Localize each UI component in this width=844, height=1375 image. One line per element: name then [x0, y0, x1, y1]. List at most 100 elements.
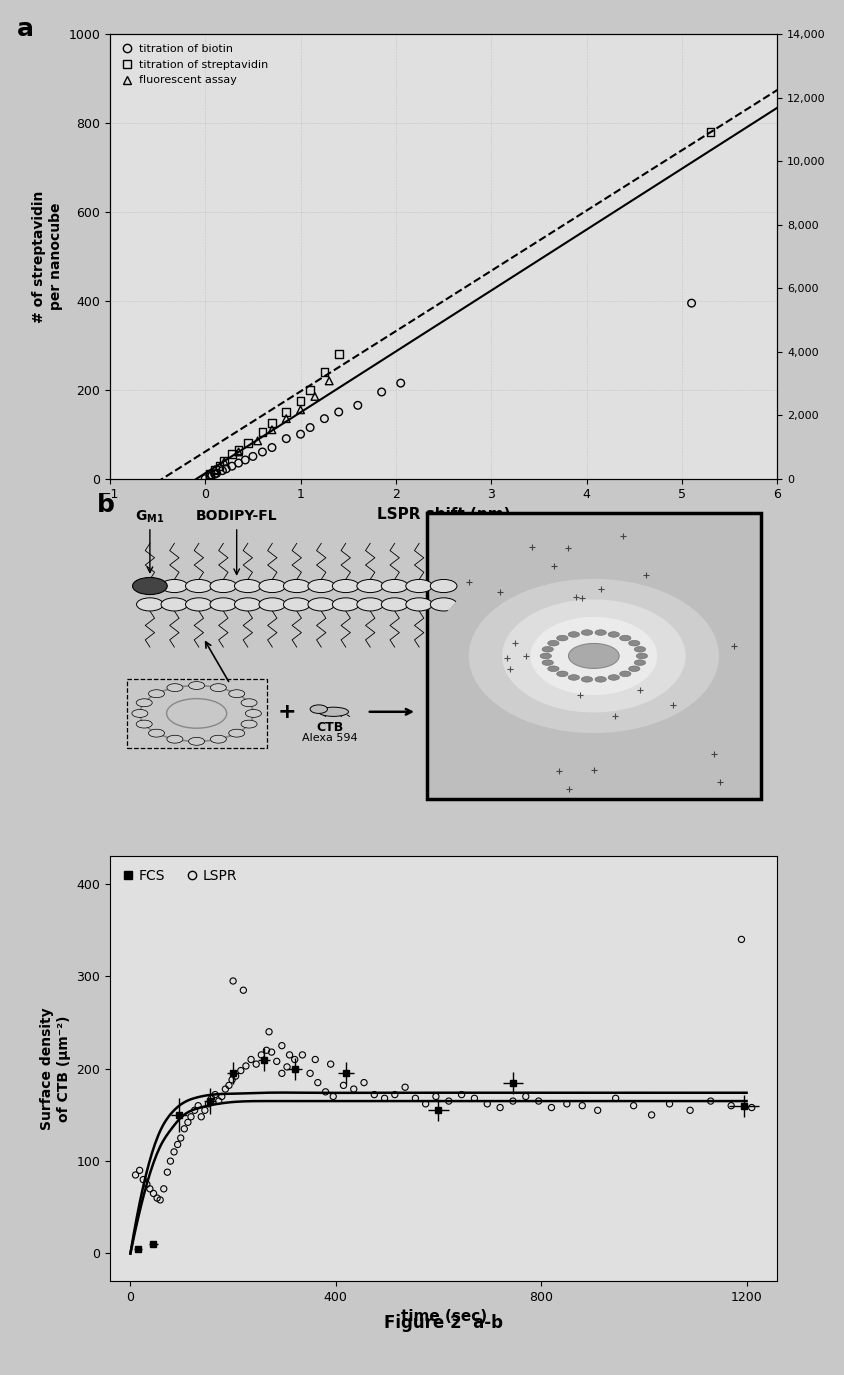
Circle shape: [539, 653, 551, 659]
Point: [213, 455, 226, 477]
Point: [609, 1088, 622, 1110]
Point: [154, 1189, 167, 1211]
Circle shape: [567, 631, 579, 637]
Point: [441, 1090, 455, 1112]
Circle shape: [132, 710, 148, 718]
Point: [723, 1094, 737, 1116]
Point: [308, 1049, 322, 1071]
Circle shape: [332, 579, 359, 593]
Point: [150, 1187, 164, 1209]
Circle shape: [149, 690, 165, 697]
Circle shape: [547, 666, 559, 671]
Circle shape: [556, 671, 567, 676]
Text: b: b: [96, 494, 114, 517]
Point: [531, 1090, 544, 1112]
Point: [251, 430, 264, 452]
Point: [137, 1169, 150, 1191]
Point: [393, 373, 407, 395]
Point: [164, 1150, 177, 1172]
Point: [194, 1106, 208, 1127]
Point: [246, 446, 259, 468]
Circle shape: [619, 671, 630, 676]
Circle shape: [567, 675, 579, 681]
Text: a: a: [16, 16, 34, 41]
Circle shape: [186, 598, 212, 610]
Point: [303, 417, 316, 439]
Point: [326, 1085, 339, 1107]
Point: [226, 969, 240, 991]
Point: [177, 1118, 191, 1140]
Point: [317, 362, 331, 384]
Point: [265, 412, 279, 434]
Point: [254, 1044, 268, 1066]
Point: [231, 452, 245, 474]
Y-axis label: Surface density
of CTB (μm⁻²): Surface density of CTB (μm⁻²): [41, 1008, 71, 1130]
Point: [544, 1096, 558, 1118]
Point: [160, 1162, 174, 1184]
Point: [480, 1093, 494, 1115]
Circle shape: [405, 579, 432, 593]
Point: [128, 1165, 142, 1187]
Point: [275, 1034, 289, 1056]
Point: [231, 441, 245, 463]
Point: [147, 1182, 160, 1204]
Ellipse shape: [530, 617, 657, 694]
Circle shape: [356, 598, 383, 610]
Text: Alexa 594: Alexa 594: [302, 733, 358, 744]
Point: [375, 381, 388, 403]
Circle shape: [137, 598, 163, 610]
Circle shape: [186, 579, 212, 593]
Circle shape: [332, 598, 359, 610]
Point: [249, 1053, 262, 1075]
Circle shape: [307, 598, 334, 610]
Circle shape: [210, 579, 236, 593]
Point: [241, 432, 255, 454]
Point: [336, 1074, 350, 1096]
Point: [192, 1094, 205, 1116]
Point: [493, 1096, 506, 1118]
Circle shape: [594, 630, 606, 635]
Point: [256, 421, 269, 443]
Ellipse shape: [318, 707, 348, 716]
Ellipse shape: [430, 556, 756, 756]
Point: [208, 463, 221, 485]
Circle shape: [167, 736, 182, 742]
Point: [219, 1078, 232, 1100]
Text: CTB: CTB: [316, 722, 344, 734]
Point: [238, 450, 252, 472]
Circle shape: [608, 675, 619, 681]
Point: [311, 1071, 324, 1093]
Point: [662, 1093, 675, 1115]
Point: [202, 1093, 215, 1115]
Point: [275, 1063, 289, 1085]
Circle shape: [307, 579, 334, 593]
Circle shape: [245, 710, 261, 718]
Circle shape: [634, 646, 645, 652]
Point: [703, 1090, 717, 1112]
Text: $\mathbf{G_{M1}}$: $\mathbf{G_{M1}}$: [135, 509, 165, 525]
Point: [332, 402, 345, 424]
Point: [184, 1106, 197, 1127]
Point: [408, 1088, 422, 1110]
Circle shape: [258, 579, 285, 593]
Circle shape: [241, 720, 257, 727]
Point: [644, 1104, 657, 1126]
Ellipse shape: [468, 579, 718, 733]
Circle shape: [210, 598, 236, 610]
Point: [197, 1100, 211, 1122]
FancyBboxPatch shape: [426, 513, 760, 799]
Circle shape: [133, 578, 167, 594]
Point: [181, 1111, 194, 1133]
Point: [262, 1020, 275, 1042]
Point: [367, 1084, 381, 1106]
Point: [203, 465, 216, 487]
Point: [683, 1100, 696, 1122]
Point: [419, 1093, 432, 1115]
Circle shape: [229, 690, 245, 697]
Circle shape: [149, 729, 165, 737]
Point: [560, 1093, 573, 1115]
Point: [256, 441, 269, 463]
Circle shape: [188, 737, 204, 745]
Circle shape: [234, 579, 261, 593]
Point: [429, 1085, 442, 1107]
